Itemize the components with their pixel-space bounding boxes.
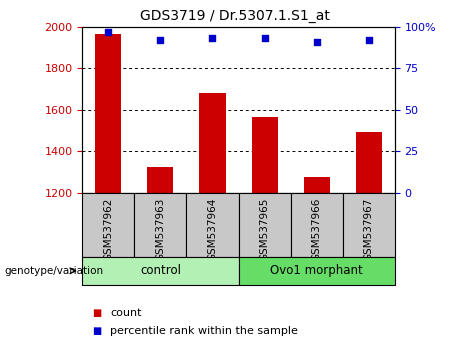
Text: GDS3719 / Dr.5307.1.S1_at: GDS3719 / Dr.5307.1.S1_at	[140, 9, 330, 23]
Bar	[251, 117, 278, 354]
Bar	[239, 193, 290, 257]
Bar	[356, 132, 382, 354]
Bar	[239, 257, 395, 285]
Bar	[304, 177, 329, 354]
Bar	[95, 34, 121, 354]
Bar	[148, 167, 173, 354]
Text: genotype/variation: genotype/variation	[5, 266, 104, 276]
Text: GSM537965: GSM537965	[259, 198, 270, 261]
Bar	[187, 193, 239, 257]
Text: ■: ■	[92, 308, 101, 318]
Bar	[290, 193, 343, 257]
Text: ■: ■	[92, 326, 101, 336]
Point	[157, 37, 164, 43]
Text: GSM537964: GSM537964	[207, 198, 218, 261]
Point	[104, 29, 112, 34]
Point	[261, 35, 268, 41]
Point	[313, 39, 321, 44]
Text: Ovo1 morphant: Ovo1 morphant	[270, 264, 363, 277]
Bar	[82, 257, 239, 285]
Text: GSM537962: GSM537962	[103, 198, 113, 261]
Bar	[199, 93, 226, 354]
Text: GSM537967: GSM537967	[364, 198, 374, 261]
Text: count: count	[110, 308, 142, 318]
Bar	[343, 193, 395, 257]
Point	[209, 35, 216, 41]
Text: control: control	[140, 264, 181, 277]
Text: GSM537966: GSM537966	[312, 198, 321, 261]
Bar	[82, 193, 134, 257]
Text: GSM537963: GSM537963	[156, 198, 165, 261]
Bar	[134, 193, 187, 257]
Text: percentile rank within the sample: percentile rank within the sample	[110, 326, 298, 336]
Point	[365, 37, 373, 43]
